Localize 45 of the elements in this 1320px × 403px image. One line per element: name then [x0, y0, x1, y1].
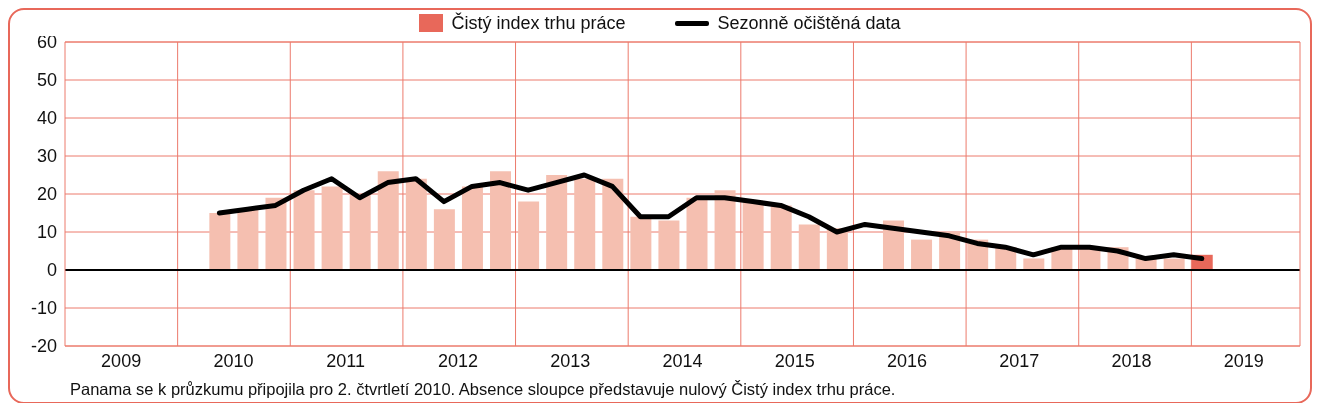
bar [714, 190, 736, 270]
x-tick-label: 2011 [326, 350, 366, 371]
bar [911, 239, 933, 270]
x-tick-label: 2018 [1111, 350, 1152, 371]
bar [321, 186, 343, 270]
y-tick-label: 60 [36, 32, 57, 53]
text: Panama se k průzkumu připojila pro 2. čtvrtletí 2010. Absence sloupce představuje nulový Čistý index trhu práce. [69, 379, 897, 400]
y-tick-label: -20 [30, 336, 57, 357]
bar [293, 190, 315, 270]
x-tick-label: 2014 [662, 350, 703, 371]
bar [770, 205, 792, 270]
bar [574, 178, 596, 270]
legend-label: Čistý index trhu práce [451, 12, 626, 34]
bar [490, 171, 512, 270]
x-tick-label: 2016 [887, 350, 928, 371]
y-tick-label: 40 [36, 108, 57, 129]
bar [798, 224, 820, 270]
y-tick-label: 20 [36, 184, 57, 205]
x-tick-label: 2019 [1223, 350, 1264, 371]
y-tick-label: 30 [36, 146, 57, 167]
y-tick-label: 50 [36, 70, 57, 91]
x-tick-label: 2010 [213, 350, 254, 371]
x-tick-label: 2017 [999, 350, 1040, 371]
y-tick-label: -10 [30, 298, 57, 319]
bar [630, 216, 652, 270]
bar [658, 220, 680, 270]
x-tick-label: 2013 [550, 350, 591, 371]
bar [602, 178, 624, 270]
x-tick-label: 2015 [774, 350, 815, 371]
bar [461, 186, 483, 270]
bar [518, 201, 540, 270]
bar [433, 209, 455, 270]
y-tick-label: 10 [36, 222, 57, 243]
bar [349, 194, 371, 270]
legend-label: Sezonně očištěná data [717, 12, 901, 34]
bar [546, 175, 568, 270]
bar [405, 178, 427, 270]
bar [377, 171, 399, 270]
x-tick-label: 2012 [437, 350, 478, 371]
x-tick-label: 2009 [101, 350, 142, 371]
bar [209, 213, 231, 270]
bar [686, 197, 708, 270]
bar [237, 209, 259, 270]
bar [742, 201, 764, 270]
y-tick-label: 0 [46, 260, 57, 281]
